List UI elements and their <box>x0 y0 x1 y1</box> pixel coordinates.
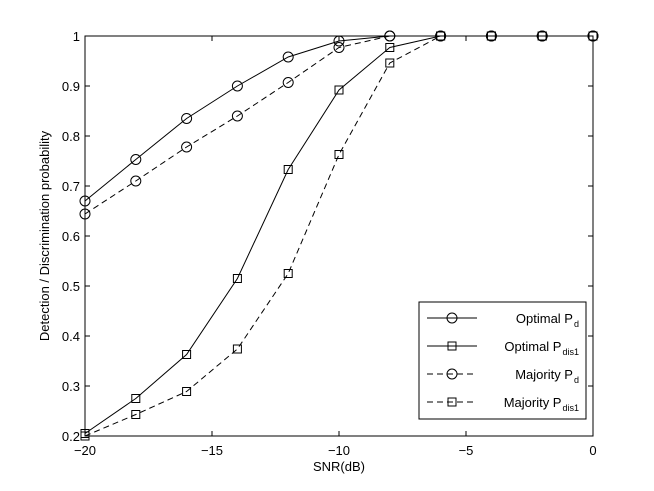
legend-entry: Majority Pd <box>427 367 579 385</box>
data-point <box>486 31 496 41</box>
legend-marker <box>447 397 457 407</box>
legend-entry: Optimal Pdis1 <box>427 339 579 357</box>
data-point <box>333 42 345 53</box>
legend-label-main: Optimal P <box>516 311 573 326</box>
legend-label-main: Optimal P <box>504 339 561 354</box>
x-axis-label: SNR(dB) <box>313 459 365 474</box>
data-point <box>334 85 344 95</box>
y-axis-label: Detection / Discrimination probability <box>37 130 52 341</box>
x-tick-label: −20 <box>74 443 96 458</box>
data-point <box>130 154 142 165</box>
y-tick-label: 0.7 <box>62 179 80 194</box>
data-point <box>537 31 547 41</box>
x-tick-label: 0 <box>589 443 596 458</box>
x-tick-label: −5 <box>459 443 474 458</box>
data-point <box>282 77 294 88</box>
data-point <box>80 431 90 441</box>
legend-entry: Majority Pdis1 <box>427 395 579 413</box>
data-point <box>333 35 345 47</box>
data-point <box>385 58 395 68</box>
data-point <box>131 394 141 403</box>
legend-label-main: Majority P <box>504 395 562 410</box>
y-tick-label: 1 <box>73 29 80 44</box>
data-point <box>282 51 294 63</box>
legend-marker <box>447 341 457 351</box>
legend-label: Optimal Pd <box>516 311 579 329</box>
legend-label-subscript: dis1 <box>562 347 579 357</box>
legend-entry: Optimal Pd <box>427 311 579 329</box>
x-tick-label: −15 <box>201 443 223 458</box>
data-point <box>588 31 598 41</box>
series-line <box>84 35 593 437</box>
data-point <box>384 30 396 42</box>
data-point <box>231 110 243 122</box>
legend-label-subscript: d <box>574 375 579 385</box>
data-point <box>436 31 446 41</box>
legend-marker <box>446 312 458 324</box>
axis-ticks: −20 −15 −10 −5 0 0.2 0.3 0.4 0.5 0.6 0.7 0.8 0.9 1 <box>62 29 597 458</box>
data-point <box>182 387 192 396</box>
data-point <box>181 113 193 124</box>
data-point <box>232 274 242 283</box>
data-point <box>283 269 293 278</box>
data-point <box>536 30 548 42</box>
data-point <box>334 150 344 159</box>
data-point <box>79 208 91 220</box>
y-tick-label: 0.8 <box>62 129 80 144</box>
legend-label-subscript: dis1 <box>562 403 579 413</box>
y-tick-label: 0.5 <box>62 279 80 294</box>
legend-label-subscript: d <box>574 319 579 329</box>
data-point <box>182 350 192 359</box>
data-point <box>231 80 243 92</box>
series-3 <box>80 31 598 441</box>
series-layer <box>79 30 599 441</box>
data-point <box>232 344 242 354</box>
legend-label: Majority Pdis1 <box>504 395 579 413</box>
y-tick-label: 0.6 <box>62 229 80 244</box>
y-tick-label: 0.3 <box>62 379 80 394</box>
y-tick-label: 0.4 <box>62 329 80 344</box>
data-point <box>587 30 599 42</box>
legend-label: Optimal Pdis1 <box>504 339 579 357</box>
legend-label-main: Majority P <box>515 367 573 382</box>
x-tick-label: −10 <box>328 443 350 458</box>
data-point <box>130 175 142 187</box>
data-point <box>181 141 193 153</box>
data-point <box>131 410 141 419</box>
legend-label: Majority Pd <box>515 367 579 385</box>
y-tick-label: 0.9 <box>62 79 80 94</box>
data-point <box>385 43 395 52</box>
data-point <box>79 195 91 207</box>
y-tick-label: 0.2 <box>62 429 80 444</box>
legend-marker <box>446 368 458 380</box>
data-point <box>283 165 293 174</box>
series-line <box>84 35 593 215</box>
legend-box <box>418 301 587 420</box>
